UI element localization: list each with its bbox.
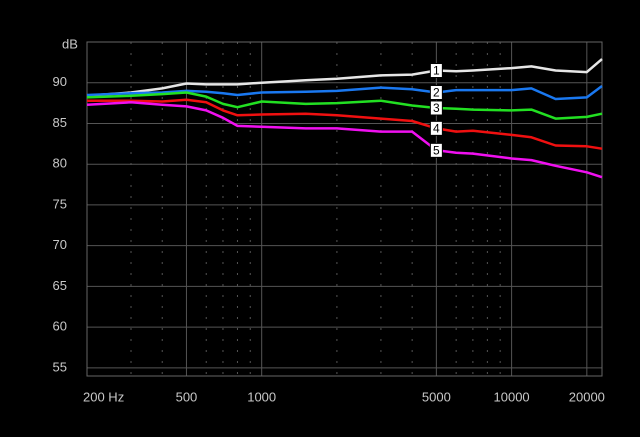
y-tick-label: 80: [53, 156, 67, 171]
y-tick-label: 90: [53, 74, 67, 89]
series-line: [86, 91, 603, 120]
legend-box: [429, 63, 443, 79]
legend-label: 1: [433, 64, 440, 78]
x-tick-label: 200 Hz: [83, 389, 124, 404]
series-line: [86, 85, 603, 101]
legend-box: [429, 142, 443, 158]
y-tick-label: 75: [53, 196, 67, 211]
legend-label: 5: [433, 144, 440, 158]
legend-box: [429, 85, 443, 101]
legend-label: 4: [433, 122, 440, 136]
y-tick-label: 65: [53, 278, 67, 293]
legend-label: 3: [433, 101, 440, 115]
x-tick-label: 20000: [569, 389, 605, 404]
series-line: [86, 58, 603, 98]
legend-box: [429, 100, 443, 116]
series-line: [86, 101, 603, 179]
y-tick-label: 60: [53, 319, 67, 334]
x-tick-label: 500: [176, 389, 198, 404]
x-tick-label: 1000: [247, 389, 276, 404]
y-axis-label: dB: [62, 36, 78, 51]
y-tick-label: 70: [53, 237, 67, 252]
y-tick-label: 85: [53, 115, 67, 130]
plot-border: [86, 41, 603, 377]
y-tick-label: 55: [53, 359, 67, 374]
x-tick-label: 10000: [494, 389, 530, 404]
x-tick-label: 5000: [422, 389, 451, 404]
legend-label: 2: [433, 86, 440, 100]
series-line: [87, 98, 603, 150]
legend-box: [429, 120, 443, 136]
